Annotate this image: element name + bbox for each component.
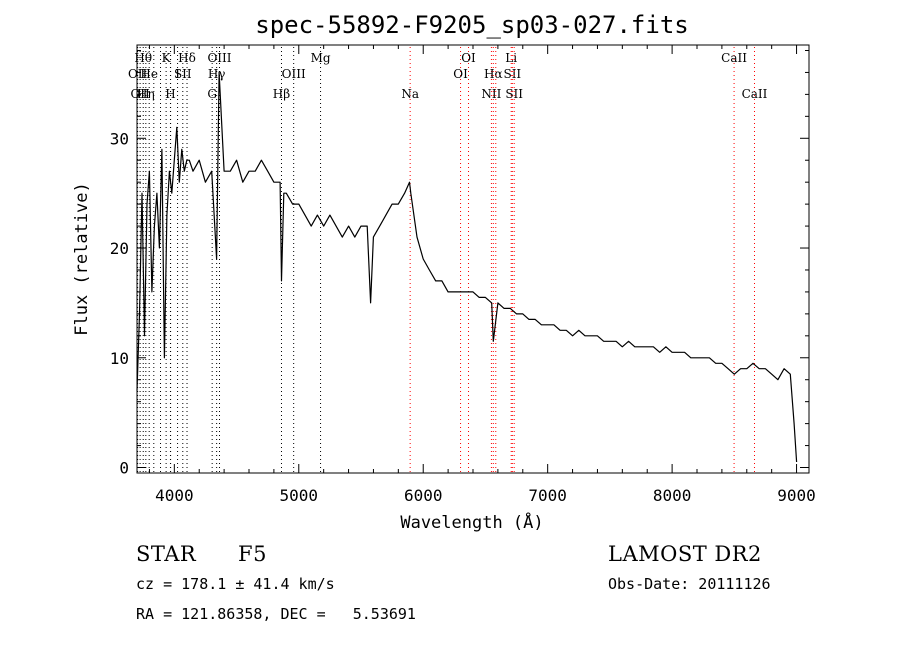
x-tick-label-1: 5000	[280, 486, 319, 505]
line-marker-label-27: SII	[505, 87, 523, 101]
axes: 4000 5000 6000 7000 8000 9000 0 10 20 30	[110, 45, 816, 505]
line-marker-label-13: G	[207, 87, 217, 101]
line-marker-label-28: CaII	[721, 51, 747, 65]
object-class: STAR	[136, 542, 197, 566]
line-marker-label-17: OIII	[282, 67, 306, 81]
line-marker-label-20: OI	[453, 67, 468, 81]
line-marker-label-18: Mg	[311, 51, 331, 65]
plot-frame	[136, 44, 810, 474]
x-tick-label-5: 9000	[777, 486, 816, 505]
line-marker-label-12: Hδ	[178, 51, 196, 65]
x-tick-label-2: 6000	[404, 486, 443, 505]
coordinates: RA = 121.86358, DEC = 5.53691	[136, 605, 416, 623]
line-marker-label-2: Hθ	[134, 51, 152, 65]
line-marker-label-7: K	[162, 51, 172, 65]
line-marker-label-22: NII	[481, 87, 501, 101]
survey-name: LAMOST DR2	[608, 542, 762, 566]
line-marker-label-11: SII	[174, 67, 192, 81]
redshift-velocity: cz = 178.1 ± 41.4 km/s	[136, 575, 335, 593]
line-marker-label-3: Hη	[137, 87, 155, 101]
y-tick-label-3: 30	[110, 129, 129, 148]
line-markers: OIIOIIHθHηHeKHISIIHδGHγOIIIHβOIIIMgNaOIO…	[128, 47, 768, 473]
chart-title: spec-55892-F9205_sp03-027.fits	[255, 11, 688, 39]
line-marker-label-23: Hα	[484, 67, 503, 81]
x-tick-label-4: 8000	[653, 486, 692, 505]
x-axis-label: Wavelength (Å)	[400, 511, 543, 533]
line-marker-label-10: I	[175, 67, 180, 81]
observation-date: Obs-Date: 20111126	[608, 575, 771, 593]
x-tick-label-0: 4000	[155, 486, 194, 505]
line-marker-label-4: He	[140, 67, 158, 81]
line-marker-label-26: SII	[503, 67, 521, 81]
series-layer	[136, 71, 798, 463]
line-marker-label-8: H	[165, 87, 175, 101]
line-marker-label-21: OI	[461, 51, 476, 65]
line-marker-label-15: OIII	[207, 51, 231, 65]
line-marker-label-19: Na	[401, 87, 419, 101]
spectrum-line-0	[136, 71, 798, 463]
line-marker-label-0: OII	[128, 67, 148, 81]
line-marker-label-16: Hβ	[273, 87, 290, 101]
y-tick-label-1: 10	[110, 349, 129, 368]
x-tick-label-3: 7000	[528, 486, 567, 505]
y-axis-label: Flux (relative)	[72, 182, 92, 336]
y-tick-label-0: 0	[119, 459, 129, 478]
line-marker-label-29: CaII	[742, 87, 768, 101]
line-marker-label-25: Li	[505, 51, 517, 65]
y-tick-label-2: 20	[110, 239, 129, 258]
subclass: F5	[238, 542, 267, 566]
line-marker-label-14: Hγ	[208, 67, 226, 81]
